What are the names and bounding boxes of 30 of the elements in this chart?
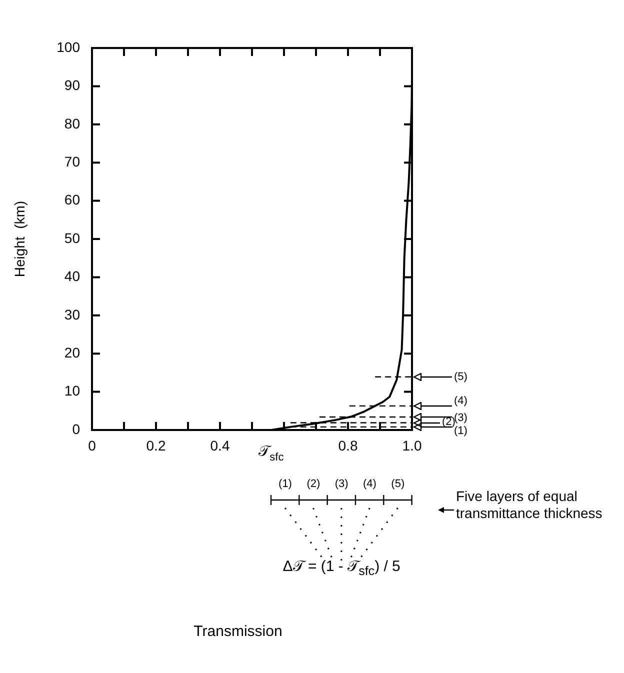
y-tick-label: 40 <box>64 268 80 284</box>
y-tick-label: 50 <box>64 230 80 246</box>
y-tick-label: 0 <box>72 420 80 437</box>
text: (3) <box>334 478 350 490</box>
y-tick-label: 70 <box>64 153 80 170</box>
text: Δ𝒯 = (1 - 𝒯$_{sfc}$) / 5 <box>282 558 402 578</box>
text: (3) <box>454 412 468 424</box>
y-axis-title: Height (km) <box>11 200 28 278</box>
y-tick-label: 20 <box>64 344 80 360</box>
y-tick-label: 10 <box>64 382 80 399</box>
y-tick-label: 100 <box>56 38 80 55</box>
y-tick-label: 90 <box>64 77 80 94</box>
text: (4) <box>454 394 468 407</box>
text: Five layers of equal transmittance thickness <box>456 488 604 522</box>
text: Transmission <box>192 623 284 640</box>
text: (1) <box>278 478 293 490</box>
y-tick-label: 60 <box>64 192 80 208</box>
x-tick-label: 0.8 <box>338 437 358 454</box>
text: (2) <box>306 478 322 490</box>
y-tick-label: 80 <box>64 115 80 132</box>
text: (5) <box>390 478 406 490</box>
x-tick-label: 1.0 <box>402 437 422 454</box>
text: (5) <box>454 370 468 383</box>
y-tick-label: 30 <box>64 306 80 322</box>
x-tick-label: 0 <box>88 437 96 454</box>
text: (2) <box>442 416 456 428</box>
text: (1) <box>454 424 468 437</box>
x-tick-label: 0.4 <box>210 437 230 454</box>
x-tick-label: 0.2 <box>146 437 166 454</box>
text: (4) <box>362 478 378 490</box>
